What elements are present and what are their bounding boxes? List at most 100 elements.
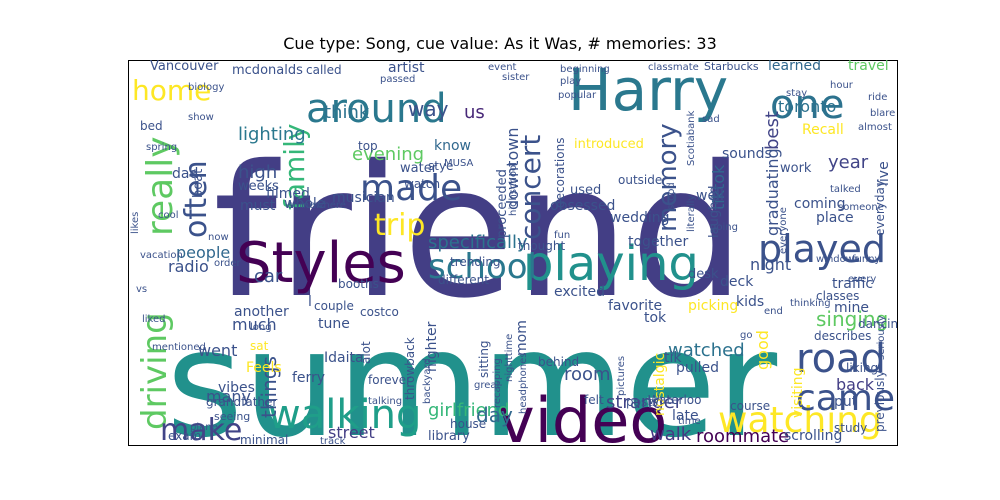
word-artist: artist xyxy=(388,60,425,76)
word-windows: windows xyxy=(816,254,859,265)
word-stye: stye xyxy=(428,159,453,173)
word-couple: couple xyxy=(314,299,354,313)
word-good: good xyxy=(753,330,772,370)
word-live: live xyxy=(876,161,892,186)
word-dad: dad xyxy=(172,166,198,182)
word-many: many xyxy=(206,387,251,406)
word-costco: costco xyxy=(360,305,399,319)
word-go: go xyxy=(740,330,752,341)
word-toronto: toronto xyxy=(778,97,836,116)
word-starbucks: Starbucks xyxy=(704,60,759,73)
word-desk: desk xyxy=(688,267,719,282)
word-talked: talked xyxy=(830,184,861,195)
word-almost: almost xyxy=(858,122,892,133)
word-radio: radio xyxy=(168,257,209,276)
word-laughed: laughed xyxy=(707,185,722,238)
word-stranger: stranger xyxy=(606,392,683,413)
word-around: around xyxy=(306,86,447,132)
word-walk: walk xyxy=(650,424,692,445)
word-talking: talking xyxy=(368,396,402,407)
word-musa: MUSA xyxy=(444,158,473,169)
word-behind: behind xyxy=(538,355,579,369)
word-long: long xyxy=(250,322,272,333)
word-show: show xyxy=(188,112,214,123)
word-specifically: specifically xyxy=(428,232,528,253)
word-every: every xyxy=(848,274,876,285)
word-everyday: everyday xyxy=(873,180,887,236)
word-recapping: recapping xyxy=(492,358,503,408)
word-nighttime: nighttime xyxy=(504,334,515,382)
word-different: different xyxy=(438,273,489,287)
word-plane: plane xyxy=(190,422,218,433)
word-high: high xyxy=(238,162,277,183)
word-liked: liked xyxy=(142,314,166,325)
word-bed: bed xyxy=(140,119,163,133)
word-end: end xyxy=(764,306,783,317)
word-really: really xyxy=(140,136,181,236)
word-musician: musician xyxy=(332,190,395,206)
word-deck: deck xyxy=(720,274,754,290)
word-put: put xyxy=(834,394,858,410)
word-sitting: sitting xyxy=(477,340,491,378)
word-mom: mom xyxy=(514,320,530,356)
word-room: room xyxy=(564,364,611,385)
word-introduced: introduced xyxy=(574,137,644,152)
word-somewhere: somewhere xyxy=(288,200,346,211)
word-felt: felt xyxy=(584,393,604,407)
word-home: home xyxy=(132,74,211,107)
word-seeing: seeing xyxy=(214,410,250,423)
word-everyone: everyone xyxy=(778,207,789,254)
word-someone: someone xyxy=(838,202,884,213)
word-people: people xyxy=(176,243,230,262)
word-watching: watching xyxy=(718,400,882,441)
word-stood: stood xyxy=(666,182,677,210)
word-learned: learned xyxy=(768,60,821,74)
word-previously: previously xyxy=(873,370,887,432)
word-whole: whole xyxy=(284,196,325,212)
word-tok: tok xyxy=(644,310,667,326)
word-thought: thought xyxy=(518,239,565,253)
word-feels: Feels xyxy=(246,360,282,376)
word-minimal: minimal xyxy=(240,433,288,446)
word-traffic: traffic xyxy=(832,276,873,292)
word-mcdonalds: mcdonalds xyxy=(232,63,303,78)
word-kids: kids xyxy=(736,294,764,310)
word-posts: posts xyxy=(626,395,658,409)
word-tik: tik xyxy=(664,350,682,366)
word-much: much xyxy=(232,315,277,334)
word-family: family xyxy=(278,124,311,210)
word-car: car xyxy=(254,266,283,287)
word-watched: watched xyxy=(668,340,745,361)
word-event: event xyxy=(488,62,517,73)
word-called: called xyxy=(306,63,342,77)
word-another: another xyxy=(234,304,289,320)
word-mentioned: mentioned xyxy=(152,342,206,353)
word-graduating: graduating xyxy=(763,148,782,236)
word-year: year xyxy=(828,152,869,173)
word-water: water xyxy=(400,161,438,176)
word-booths: booths xyxy=(338,277,379,291)
word-late: late xyxy=(672,408,699,424)
word-weeks: weeks xyxy=(238,179,279,194)
word-summer: summer xyxy=(166,298,777,446)
word-things: things xyxy=(257,356,281,418)
word-think: think xyxy=(324,102,370,123)
word-friend: friend xyxy=(213,126,745,338)
word-passed: passed xyxy=(380,74,415,85)
word-playing: playing xyxy=(523,236,699,292)
word-headphones: headphones xyxy=(518,353,529,414)
word-make: make xyxy=(160,413,242,446)
word-waterloo: Waterloo xyxy=(648,393,702,407)
plot-frame xyxy=(128,60,898,446)
word-decorations: decorations xyxy=(553,138,567,208)
word-ferry: ferry xyxy=(292,370,325,386)
word-went: went xyxy=(198,341,237,360)
word-know: know xyxy=(434,138,471,154)
word-going: going xyxy=(710,222,738,233)
word-nighter: nighter xyxy=(424,321,440,372)
word-filmed: filmed xyxy=(266,186,310,202)
word-classes: classes xyxy=(816,289,859,303)
word-best: best xyxy=(762,111,783,150)
word-great: great xyxy=(474,380,501,391)
word-blare: blare xyxy=(870,108,895,119)
